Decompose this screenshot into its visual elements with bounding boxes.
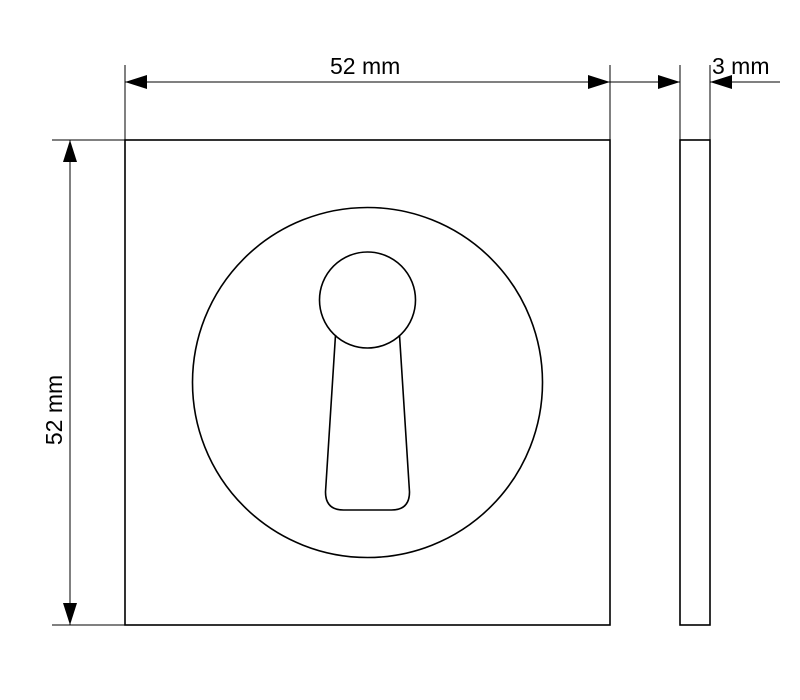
dim-height-label: 52 mm bbox=[41, 375, 67, 445]
dim-width-label: 52 mm bbox=[330, 53, 400, 79]
dim-thickness-label: 3 mm bbox=[712, 53, 770, 79]
